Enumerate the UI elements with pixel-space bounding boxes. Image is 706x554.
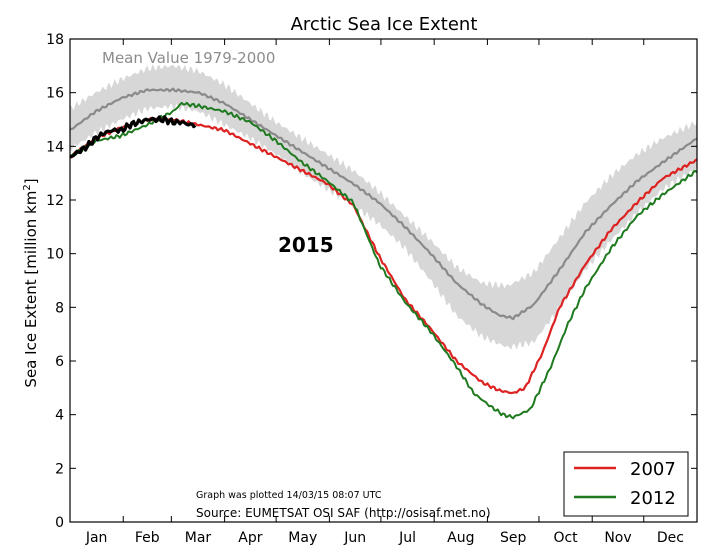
y-tick-label-14: 14 (46, 139, 64, 155)
year-2015-annotation: 2015 (278, 233, 334, 257)
plotted-timestamp: Graph was plotted 14/03/15 08:07 UTC (196, 490, 382, 501)
y-tick-label-8: 8 (55, 300, 64, 316)
plot-area (69, 64, 698, 420)
source-note: Source: EUMETSAT OSI SAF (http://osisaf.… (196, 506, 491, 520)
x-tick-label-feb: Feb (135, 530, 160, 546)
series-line-y2007 (69, 116, 698, 395)
y-axis-label: Sea Ice Extent [million km2] (22, 178, 40, 387)
y-tick-label-18: 18 (46, 32, 64, 48)
y-axis-label-superscript: 2 (22, 184, 33, 190)
legend-label-2012: 2012 (630, 488, 676, 509)
y-tick-label-0: 0 (55, 515, 64, 531)
y-tick-label-10: 10 (46, 247, 64, 263)
x-tick-label-may: May (288, 530, 317, 546)
x-tick-label-oct: Oct (553, 530, 578, 546)
x-tick-label-dec: Dec (657, 530, 684, 546)
x-tick-label-aug: Aug (447, 530, 474, 546)
y-tick-label-4: 4 (55, 408, 64, 424)
x-tick-label-sep: Sep (500, 530, 527, 546)
plot-frame (69, 38, 698, 523)
y-tick-label-6: 6 (55, 354, 64, 370)
y-tick-label-16: 16 (46, 86, 64, 102)
legend-label-2007: 2007 (630, 459, 676, 480)
y-axis-label-close: ] (22, 178, 40, 184)
y-axis-label-main: Sea Ice Extent [million km (22, 191, 40, 388)
series-line-y2015 (69, 115, 197, 159)
legend-box (563, 451, 689, 517)
x-tick-label-jul: Jul (398, 530, 416, 546)
series-line-mean (69, 87, 698, 321)
x-tick-label-jan: Jan (85, 530, 108, 546)
chart-title: Arctic Sea Ice Extent (291, 14, 478, 35)
mean-value-annotation: Mean Value 1979-2000 (102, 49, 275, 67)
y-tick-label-2: 2 (55, 461, 64, 477)
x-tick-label-apr: Apr (238, 530, 262, 546)
legend: 2007 2012 (563, 451, 689, 517)
x-tick-label-jun: Jun (343, 530, 366, 546)
series-line-y2012 (69, 101, 698, 420)
y-axis: 0 2 4 6 8 10 12 14 16 18 (46, 32, 697, 531)
x-axis: Jan Feb Mar Apr May Jun Jul Aug Sep Oct Nov Dec (85, 39, 684, 546)
y-tick-label-12: 12 (46, 193, 64, 209)
x-tick-label-nov: Nov (604, 530, 631, 546)
x-tick-label-mar: Mar (185, 530, 212, 546)
